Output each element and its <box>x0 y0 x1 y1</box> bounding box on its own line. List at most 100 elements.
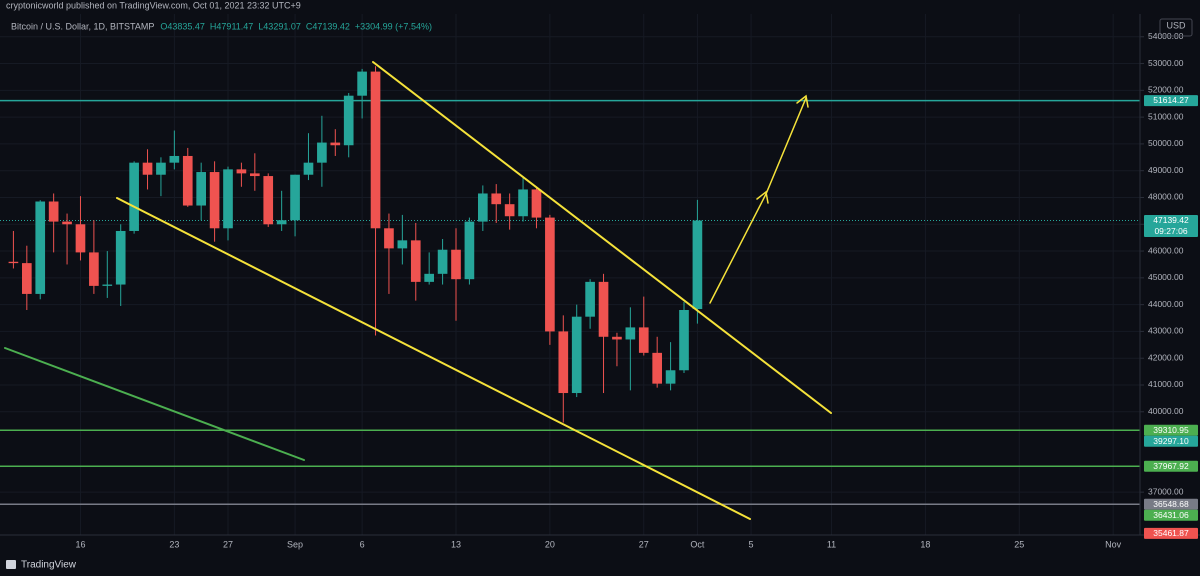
candle-body <box>598 281 609 337</box>
candle-body <box>102 284 113 286</box>
price-badge-label: 51614.27 <box>1153 95 1189 105</box>
y-tick-label: 46000.00 <box>1148 245 1184 255</box>
x-tick-label: Sep <box>287 539 303 549</box>
candle-body <box>464 221 475 280</box>
candle-body <box>665 370 676 384</box>
price-badge-label: 39297.10 <box>1153 436 1189 446</box>
candle-body <box>142 162 153 175</box>
candle-body <box>491 193 502 205</box>
candle-body <box>504 204 515 217</box>
price-badge <box>1144 509 1198 521</box>
candle-body <box>692 220 703 310</box>
brand-logo <box>6 560 16 569</box>
candle-body <box>196 172 207 206</box>
brand-name: TradingView <box>21 560 77 571</box>
candle-body <box>343 95 354 146</box>
candle-body <box>558 331 569 394</box>
y-tick-label: 44000.00 <box>1148 299 1184 309</box>
x-tick-label: 13 <box>451 539 461 549</box>
price-badge-label: 37967.92 <box>1153 461 1189 471</box>
legend-value: L43291.07 <box>258 21 301 31</box>
candle-body <box>129 162 139 231</box>
time-axis: 16 23 27 Sep 6 13 20 27 Oct 5 11 18 25 Nov <box>75 539 1121 549</box>
candle-body <box>21 263 32 294</box>
y-tick-label: 37000.00 <box>1148 486 1184 496</box>
arrow-head <box>756 190 769 204</box>
y-tick-label: 43000.00 <box>1148 326 1184 336</box>
candle-body <box>209 172 220 229</box>
candle-body <box>679 309 689 371</box>
candle-body <box>169 155 180 163</box>
candle-body <box>290 174 300 221</box>
candle-body <box>585 281 595 317</box>
candle-body <box>115 230 126 285</box>
x-tick-label: 23 <box>169 539 179 549</box>
candle-body <box>531 189 542 218</box>
x-tick-label: 11 <box>827 539 836 549</box>
symbol-title: Bitcoin / U.S. Dollar, 1D, BITSTAMP <box>11 21 154 31</box>
candle-body <box>156 162 166 175</box>
publish-note: cryptonicworld published on TradingView.… <box>6 0 301 10</box>
y-tick-label: 53000.00 <box>1148 58 1184 68</box>
candle-body <box>249 173 260 177</box>
candle-body <box>48 201 59 222</box>
candle-body <box>545 217 555 332</box>
candle-body <box>35 201 46 294</box>
trendline-lower <box>116 197 751 520</box>
y-tick-label: 50000.00 <box>1148 138 1184 148</box>
candle-body <box>612 336 622 340</box>
candle-body <box>303 162 314 175</box>
x-tick-label: 25 <box>1014 539 1024 549</box>
price-badge-label: 36548.68 <box>1153 499 1189 509</box>
candle-body <box>236 169 247 174</box>
x-tick-label: 20 <box>545 539 555 549</box>
candle-body <box>397 240 408 249</box>
countdown: 09:27:06 <box>1154 226 1187 236</box>
trendline-upper <box>372 61 832 414</box>
currency-box <box>1159 18 1193 37</box>
trendline-green <box>4 347 305 461</box>
candle-body <box>370 71 381 229</box>
legend-value: O43835.47 <box>160 21 205 31</box>
candle-body <box>638 327 649 353</box>
y-tick-label: 45000.00 <box>1148 272 1184 282</box>
candle-body <box>276 220 287 225</box>
price-badge <box>1144 424 1198 436</box>
candle-body <box>424 273 435 282</box>
price-badge <box>1144 95 1198 107</box>
ohlc-legend: O43835.47 H47911.47 L43291.07 C47139.42 +330… <box>160 21 432 31</box>
legend-value: C47139.42 <box>306 21 350 31</box>
candle-body <box>410 240 421 282</box>
candle-body <box>437 249 448 274</box>
y-tick-label: 52000.00 <box>1148 85 1184 95</box>
price-badge <box>1144 498 1198 510</box>
x-tick-label: 27 <box>223 539 233 549</box>
candle-body <box>182 155 193 206</box>
price-badge <box>1144 215 1198 238</box>
drawings <box>4 61 832 520</box>
price-badge-label: 36431.06 <box>1153 510 1189 520</box>
candle-body <box>357 71 367 96</box>
y-tick-label: 48000.00 <box>1148 192 1184 202</box>
candles <box>8 66 703 423</box>
price-badge <box>1144 527 1198 539</box>
brand: TradingView <box>6 560 77 571</box>
candle-body <box>652 352 663 384</box>
x-tick-label: 16 <box>75 539 85 549</box>
levels <box>0 99 1140 505</box>
candle-body <box>451 249 461 280</box>
candle-body <box>330 142 341 146</box>
candle-body <box>625 327 636 340</box>
y-tick-label: 51000.00 <box>1148 111 1184 121</box>
arrow-head <box>796 94 809 108</box>
legend-value: +3304.99 (+7.54%) <box>355 21 432 31</box>
price-badge <box>1144 435 1198 447</box>
candle-body <box>89 252 99 286</box>
x-tick-label: 18 <box>920 539 930 549</box>
candle-body <box>384 228 394 249</box>
price-badge <box>1144 460 1198 472</box>
x-tick-label: 6 <box>360 539 365 549</box>
y-tick-label: 41000.00 <box>1148 379 1184 389</box>
candle-body <box>317 142 327 163</box>
